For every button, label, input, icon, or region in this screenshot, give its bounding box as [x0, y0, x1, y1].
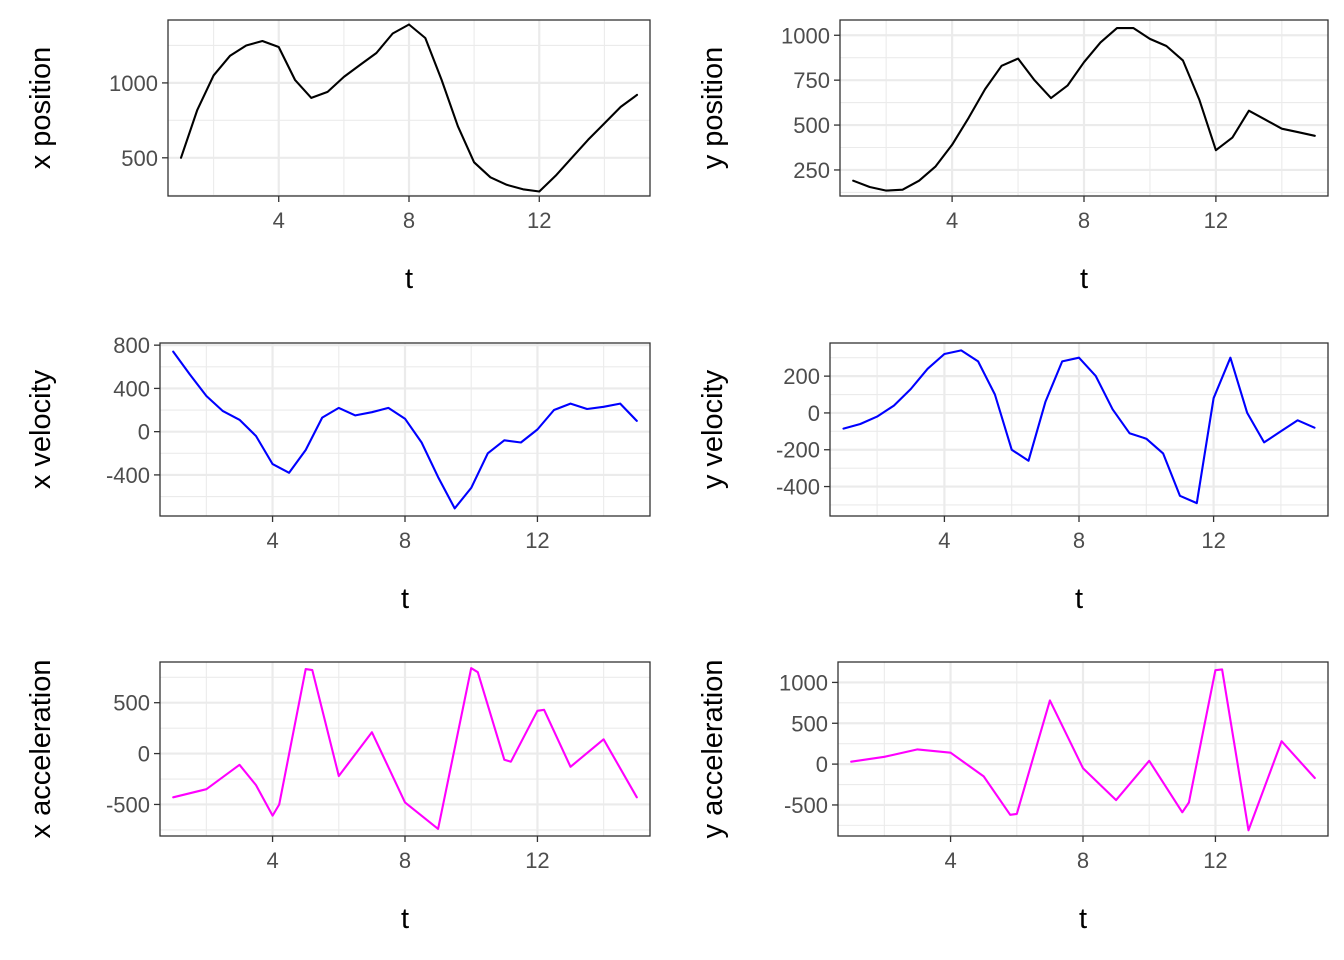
x-tick-label: 12	[1203, 848, 1227, 873]
chart-panel-2: 4 8 12 250 500 750 1000 t y position	[697, 19, 1329, 295]
y-tick-label: 250	[793, 158, 830, 183]
y-tick-label: -500	[784, 793, 828, 818]
series-line	[172, 667, 638, 830]
x-tick-label: 8	[403, 208, 415, 233]
chart-panel-3: 4 8 12 -400 0 400 800 t x velocity	[25, 333, 651, 615]
x-tick-label: 8	[1077, 848, 1089, 873]
x-tick-label: 12	[525, 848, 549, 873]
y-tick-label: 1000	[781, 23, 830, 48]
y-tick-label: -500	[106, 792, 150, 817]
x-tick-label: 4	[938, 528, 950, 553]
y-axis-title: y acceleration	[697, 660, 729, 839]
y-tick-label: 0	[816, 752, 828, 777]
x-tick-label: 8	[1078, 208, 1090, 233]
y-tick-label: 1000	[779, 670, 828, 695]
y-axis-title: y position	[697, 47, 729, 170]
y-tick-label: 500	[791, 711, 828, 736]
x-axis-title: t	[1080, 263, 1088, 295]
series-line	[842, 349, 1316, 505]
x-tick-label: 8	[399, 848, 411, 873]
series-line	[179, 23, 639, 193]
x-tick-label: 12	[525, 528, 549, 553]
x-tick-label: 8	[1073, 528, 1085, 553]
x-axis-title: t	[401, 903, 409, 935]
y-axis-title: x velocity	[25, 369, 57, 489]
y-tick-label: 750	[793, 68, 830, 93]
x-tick-label: 12	[527, 208, 551, 233]
x-axis-title: t	[1075, 583, 1083, 615]
y-tick-label: 0	[138, 420, 150, 445]
y-tick-label: 500	[793, 113, 830, 138]
series-line	[850, 668, 1316, 832]
x-axis-title: t	[401, 583, 409, 615]
y-axis-title: x position	[25, 47, 57, 170]
y-tick-label: 0	[138, 742, 150, 767]
series-line	[852, 27, 1316, 192]
y-tick-label: 0	[808, 401, 820, 426]
x-axis-title: t	[1079, 903, 1087, 935]
y-tick-label: -400	[106, 463, 150, 488]
series-line	[172, 350, 638, 510]
y-tick-label: 200	[783, 364, 820, 389]
y-tick-label: 500	[121, 146, 158, 171]
y-tick-label: 500	[113, 691, 150, 716]
chart-panel-4: 4 8 12 -400 -200 0 200 t y velocity	[697, 342, 1329, 615]
x-tick-label: 4	[944, 848, 956, 873]
x-tick-label: 4	[266, 848, 278, 873]
y-tick-label: 1000	[109, 71, 158, 96]
chart-panel-5: 4 8 12 -500 0 500 t x acceleration	[25, 660, 651, 935]
y-tick-label: 800	[113, 333, 150, 358]
chart-panel-6: 4 8 12 -500 0 500 1000 t y acceleration	[697, 660, 1329, 935]
x-tick-label: 4	[273, 208, 285, 233]
y-axis-title: x acceleration	[25, 660, 57, 839]
x-tick-label: 12	[1204, 208, 1228, 233]
chart-panel-1: 4 8 12 500 1000 t x position	[25, 19, 651, 295]
x-tick-label: 12	[1201, 528, 1225, 553]
y-tick-label: -400	[776, 475, 820, 500]
x-tick-label: 8	[399, 528, 411, 553]
x-tick-label: 4	[946, 208, 958, 233]
y-tick-label: 400	[113, 376, 150, 401]
y-axis-title: y velocity	[697, 369, 729, 489]
y-tick-label: -200	[776, 438, 820, 463]
x-axis-title: t	[405, 263, 413, 295]
x-tick-label: 4	[266, 528, 278, 553]
